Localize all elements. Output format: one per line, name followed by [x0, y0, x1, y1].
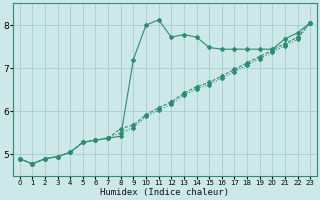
X-axis label: Humidex (Indice chaleur): Humidex (Indice chaleur)	[100, 188, 229, 197]
